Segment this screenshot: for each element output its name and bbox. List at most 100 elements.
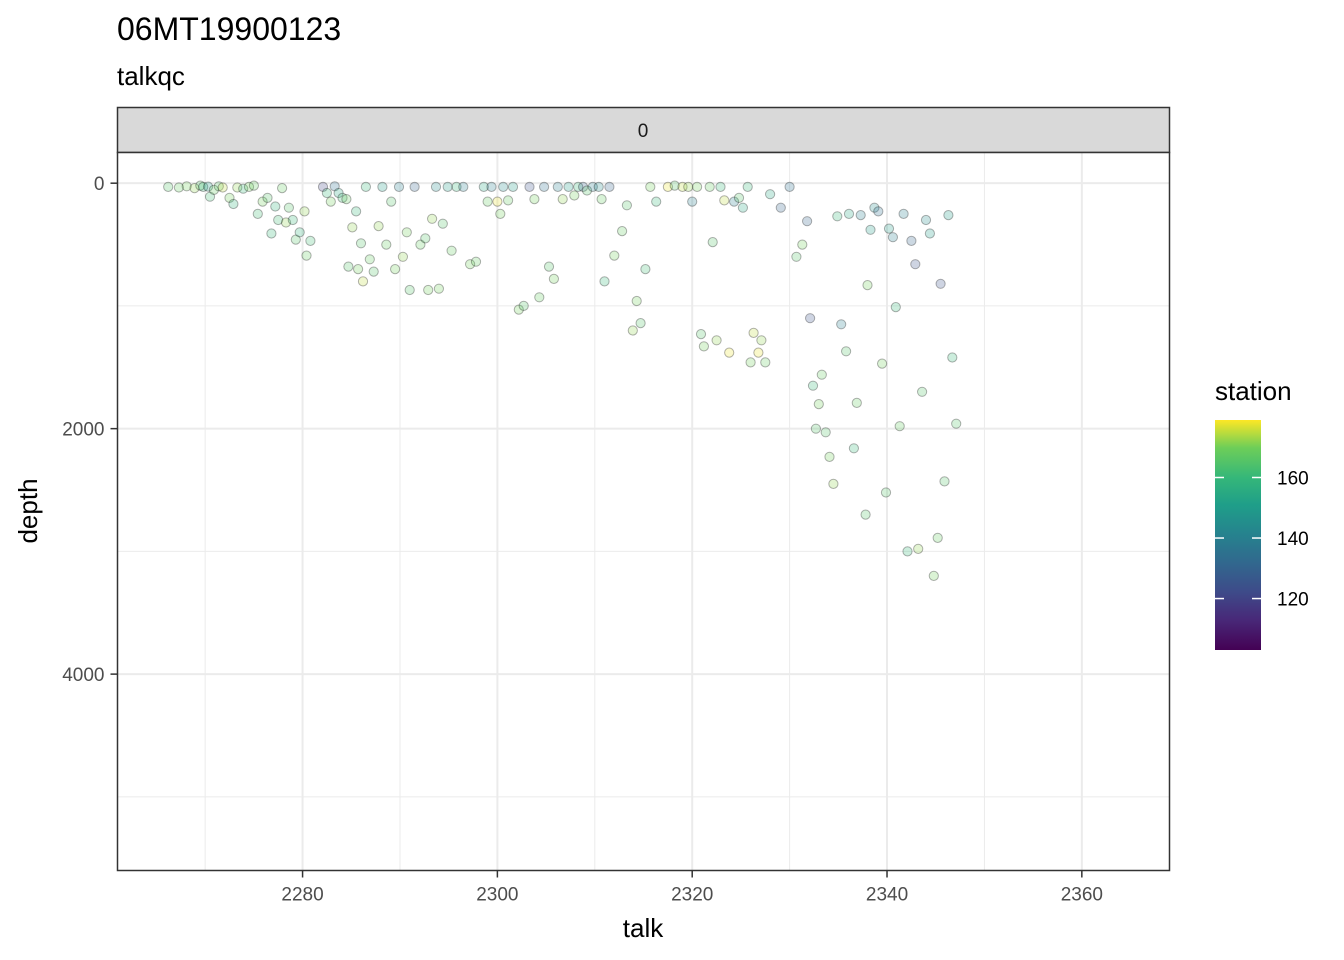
data-point — [805, 313, 816, 324]
data-point — [377, 181, 388, 192]
data-point — [627, 325, 638, 336]
data-point — [213, 181, 224, 192]
data-point — [802, 216, 813, 227]
data-point — [715, 181, 726, 192]
data-point — [373, 221, 384, 232]
data-point — [430, 181, 442, 192]
x-tick-label: 2320 — [671, 885, 713, 906]
data-point — [409, 181, 420, 192]
data-point — [906, 235, 917, 246]
data-point — [415, 239, 426, 250]
data-point — [364, 254, 375, 265]
data-point — [569, 190, 580, 201]
data-point — [397, 251, 408, 262]
data-point — [733, 192, 745, 203]
chart-subtitle: talkqc — [117, 61, 185, 91]
data-point — [518, 300, 529, 311]
data-point — [704, 181, 715, 192]
data-point — [270, 201, 281, 212]
legend: station 120 140 160 — [1215, 376, 1309, 650]
data-point — [317, 181, 329, 192]
data-point — [513, 304, 524, 315]
data-point — [692, 181, 703, 192]
data-point — [587, 181, 598, 192]
data-point — [557, 194, 568, 205]
data-point — [865, 224, 876, 235]
data-point — [390, 264, 401, 275]
data-point — [287, 214, 298, 226]
data-point — [198, 181, 209, 192]
data-point — [832, 211, 843, 222]
data-point — [163, 181, 174, 192]
data-point — [593, 181, 604, 192]
data-point — [534, 292, 545, 303]
data-point — [873, 206, 884, 217]
data-point — [337, 192, 348, 203]
data-point — [470, 256, 482, 267]
data-point — [947, 352, 958, 363]
data-point — [784, 181, 795, 192]
data-point — [578, 181, 589, 192]
data-point — [343, 261, 354, 272]
data-point — [563, 181, 574, 192]
data-point — [423, 284, 434, 296]
data-point — [243, 181, 255, 192]
data-point — [552, 181, 563, 192]
legend-tick-label: 140 — [1277, 529, 1309, 550]
data-point — [807, 380, 819, 391]
data-point — [273, 214, 284, 226]
data-point — [920, 214, 932, 226]
data-point — [729, 196, 740, 207]
x-tick-label: 2280 — [281, 885, 323, 906]
data-point — [581, 185, 593, 196]
data-point — [677, 181, 688, 192]
data-point — [924, 228, 936, 239]
data-point — [386, 196, 397, 207]
data-point — [195, 180, 206, 191]
data-point — [862, 280, 873, 291]
data-point — [329, 181, 340, 192]
data-point — [232, 182, 243, 193]
data-point — [238, 183, 249, 194]
x-tick-label: 2340 — [866, 885, 908, 906]
legend-tick-label: 120 — [1277, 590, 1309, 611]
data-point — [437, 218, 448, 229]
data-point — [707, 237, 718, 248]
data-point — [529, 194, 540, 205]
y-tick-label: 0 — [94, 174, 105, 195]
data-point — [347, 222, 358, 233]
data-point — [181, 181, 192, 192]
data-point — [228, 198, 239, 210]
data-point — [351, 206, 362, 217]
data-point — [651, 196, 662, 207]
data-point — [360, 181, 371, 192]
data-point — [848, 443, 860, 454]
data-point — [724, 347, 735, 358]
data-point — [719, 195, 730, 206]
data-point — [640, 264, 651, 275]
data-point — [446, 245, 457, 256]
data-point — [737, 202, 749, 213]
facet-strip-label: 0 — [638, 121, 649, 142]
data-point — [683, 181, 694, 192]
data-point — [325, 196, 336, 207]
data-point — [880, 487, 892, 498]
data-point — [486, 181, 497, 192]
data-point — [695, 329, 707, 340]
data-point — [482, 196, 493, 207]
data-point — [760, 357, 771, 368]
x-tick-label: 2360 — [1061, 885, 1103, 906]
data-point — [393, 181, 405, 192]
legend-title: station — [1215, 376, 1292, 406]
data-points — [163, 180, 962, 582]
data-point — [257, 196, 268, 207]
data-point — [824, 451, 835, 462]
legend-colorbar — [1215, 420, 1261, 650]
data-point — [442, 181, 453, 192]
x-tick-label: 2300 — [476, 885, 518, 906]
data-point — [869, 202, 880, 213]
data-point — [604, 181, 615, 192]
data-point — [851, 397, 862, 408]
data-point — [427, 213, 438, 224]
data-point — [203, 181, 214, 192]
